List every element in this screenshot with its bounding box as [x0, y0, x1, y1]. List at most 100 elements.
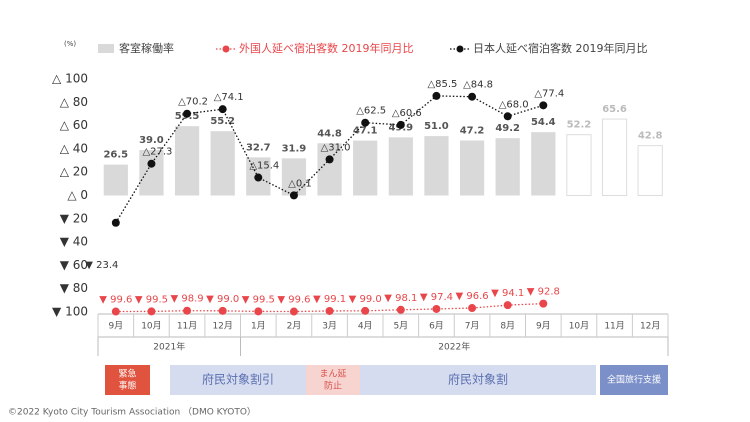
bar-label: 55.2: [210, 116, 235, 127]
year-label: 2022年: [438, 341, 470, 353]
legend-swatch: [98, 44, 114, 53]
bar-label: 42.8: [638, 131, 663, 142]
data-label: ▼ 99.0: [206, 294, 239, 305]
bar: [281, 158, 307, 196]
y-tick-label: △ 100: [52, 72, 88, 86]
bar: [174, 126, 200, 196]
y-tick-label: ▼ 20: [60, 211, 88, 225]
marker: [396, 305, 405, 314]
x-tick-label: 10月: [141, 321, 161, 332]
annotation-text: 全国旅行支援: [607, 374, 661, 386]
data-label: ▼ 98.1: [384, 293, 417, 304]
data-label: ▼ 96.6: [455, 291, 488, 302]
y-tick-label: ▼ 80: [60, 281, 88, 295]
year-label: 2021年: [153, 341, 185, 353]
y-tick-label: △ 0: [67, 188, 88, 202]
marker: [468, 92, 477, 101]
bar-label: 47.1: [353, 126, 378, 137]
bar: [139, 150, 164, 196]
x-tick-label: 10月: [569, 321, 589, 332]
data-label: △68.0: [499, 99, 529, 110]
bar-label: 26.5: [103, 150, 128, 161]
x-tick-label: 9月: [108, 321, 123, 332]
data-label: △70.2: [178, 97, 208, 108]
marker: [254, 173, 263, 182]
annotation-text: 府民対象割引: [202, 372, 274, 387]
data-label: ▼ 92.8: [527, 287, 560, 298]
bar-label: 52.2: [567, 120, 592, 131]
y-tick-label: ▼ 100: [52, 305, 88, 319]
data-label: ▼ 99.5: [242, 294, 275, 305]
data-label: ▼ 99.0: [349, 294, 382, 305]
bar: [317, 143, 342, 196]
bar-label: 32.7: [246, 142, 271, 153]
unit-label: (%): [64, 40, 76, 48]
bar-label: 54.4: [531, 117, 556, 128]
marker: [325, 155, 334, 164]
marker: [468, 304, 477, 313]
data-label: △85.5: [427, 79, 457, 90]
marker: [218, 105, 227, 114]
marker: [325, 306, 334, 315]
bar: [210, 131, 235, 196]
x-tick-label: 8月: [500, 321, 515, 332]
x-tick-label: 1月: [251, 321, 266, 332]
bar: [424, 136, 449, 196]
x-tick-label: 6月: [429, 321, 444, 332]
legend-label: 日本人延べ宿泊客数 2019年同月比: [473, 41, 648, 55]
x-tick-label: 12月: [640, 321, 660, 332]
marker: [539, 101, 548, 110]
data-label: ▼ 99.5: [135, 294, 168, 305]
bar-label: 49.2: [495, 123, 520, 134]
annotation-box: [600, 365, 668, 395]
marker: [111, 307, 120, 316]
marker: [361, 306, 370, 315]
annotation-text: 事態: [118, 380, 136, 392]
x-tick-label: 11月: [604, 321, 624, 332]
data-label: ▼ 98.9: [170, 294, 203, 305]
marker: [503, 301, 512, 310]
y-tick-label: △ 60: [60, 118, 88, 132]
marker: [503, 112, 512, 121]
marker: [361, 118, 370, 127]
y-tick-label: △ 20: [60, 165, 88, 179]
marker: [147, 159, 156, 168]
bar: [495, 138, 520, 196]
y-tick-label: △ 80: [60, 95, 88, 109]
data-label: ▼ 99.6: [99, 295, 132, 306]
data-label: ▼ 99.1: [313, 294, 346, 305]
bar: [566, 134, 592, 196]
y-tick-label: ▼ 40: [60, 235, 88, 249]
bar-label: 44.8: [317, 128, 342, 139]
bar: [459, 140, 485, 196]
x-tick-label: 12月: [212, 321, 232, 332]
data-label: △74.1: [214, 92, 244, 103]
data-label: △77.4: [534, 88, 564, 99]
data-label: △31.0: [321, 142, 351, 153]
data-label: △0.1: [288, 178, 312, 189]
data-label: △84.8: [463, 80, 493, 91]
x-tick-label: 4月: [358, 321, 373, 332]
marker: [254, 307, 263, 316]
marker: [289, 307, 298, 316]
annotation-box: [170, 365, 306, 395]
x-tick-label: 5月: [393, 321, 408, 332]
annotation-box: [105, 365, 150, 395]
data-label: △15.4: [249, 161, 279, 172]
marker: [396, 120, 405, 129]
bar-label: 51.0: [424, 121, 449, 132]
legend-label: 客室稼働率: [119, 41, 174, 55]
legend-swatch: [222, 45, 230, 53]
bar: [531, 132, 556, 196]
annotation-text: まん延: [319, 368, 346, 380]
bar: [601, 118, 628, 196]
marker: [432, 91, 441, 100]
data-label: ▼ 23.4: [85, 260, 118, 271]
data-label: △60.6: [392, 108, 422, 119]
bar: [637, 145, 663, 196]
y-tick-label: △ 40: [60, 141, 88, 155]
data-label: △62.5: [356, 106, 386, 117]
bar-label: 39.0: [139, 135, 164, 146]
bar: [103, 164, 128, 196]
